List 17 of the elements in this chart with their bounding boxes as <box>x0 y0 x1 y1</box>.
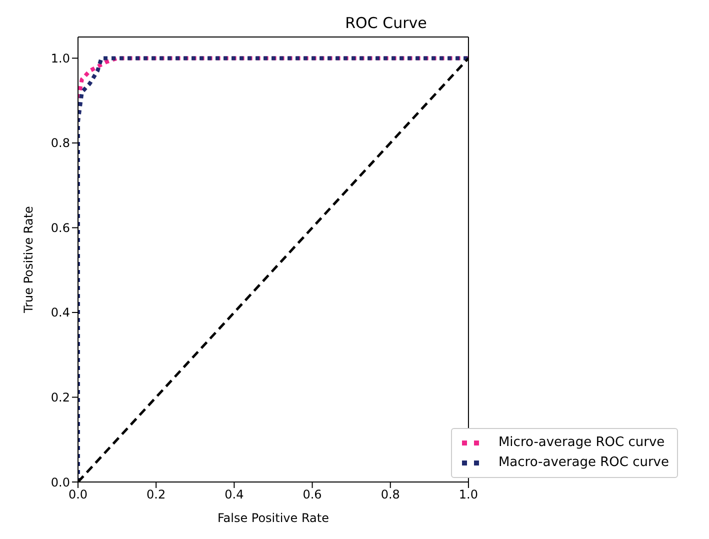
x-tick-label: 0.2 <box>146 488 166 502</box>
x-tick-label: 0.4 <box>224 488 244 502</box>
y-tick-label: 0.0 <box>50 475 70 490</box>
y-tick-label: 0.6 <box>50 220 70 235</box>
y-axis-title: True Positive Rate <box>21 206 36 314</box>
y-tick-label: 1.0 <box>50 51 70 66</box>
x-tick-label: 0.8 <box>380 488 400 502</box>
x-tick-label: 0.0 <box>68 488 88 502</box>
y-tick-label: 0.4 <box>50 306 70 320</box>
legend-label: Micro-average ROC curve <box>498 434 665 452</box>
y-tick-label: 0.8 <box>50 136 70 150</box>
x-tick-label: 0.6 <box>302 488 322 502</box>
chart-title: ROC Curve <box>344 14 428 32</box>
legend-label: Macro-average ROC curve <box>498 454 669 472</box>
x-tick-label: 1.0 <box>458 488 478 502</box>
y-tick-label: 0.2 <box>50 390 70 404</box>
x-axis-title: False Positive Rate <box>217 511 329 525</box>
